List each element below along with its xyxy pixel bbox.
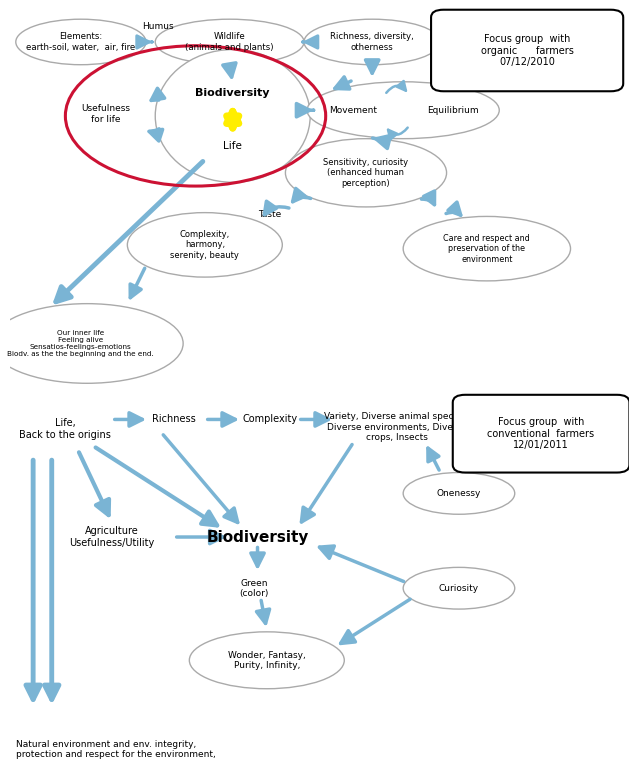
Text: Biodiversity: Biodiversity — [206, 529, 309, 544]
Text: Care and respect and
preservation of the
environment: Care and respect and preservation of the… — [443, 234, 530, 264]
Text: Natural environment and env. integrity,
protection and respect for the environme: Natural environment and env. integrity, … — [16, 740, 215, 759]
Ellipse shape — [307, 82, 499, 138]
Ellipse shape — [403, 217, 571, 281]
Text: Sensitivity, curiosity
(enhanced human
perception): Sensitivity, curiosity (enhanced human p… — [323, 158, 408, 188]
Text: Life: Life — [223, 142, 242, 151]
Ellipse shape — [189, 632, 344, 689]
FancyBboxPatch shape — [3, 387, 636, 774]
Text: Taste: Taste — [258, 210, 282, 219]
Text: Wildlife
(animals and plants): Wildlife (animals and plants) — [185, 32, 274, 52]
Text: Variety, Diverse animal species,
Diverse environments, Diverse
crops, Insects: Variety, Diverse animal species, Diverse… — [325, 412, 470, 442]
Text: Onenessy: Onenessy — [437, 489, 481, 498]
Text: Focus group  with
organic      farmers
07/12/2010: Focus group with organic farmers 07/12/2… — [481, 34, 574, 67]
Text: Curiosity: Curiosity — [439, 583, 479, 593]
Text: Complexity,
harmony,
serenity, beauty: Complexity, harmony, serenity, beauty — [171, 230, 239, 260]
Text: Movement: Movement — [330, 106, 378, 115]
Text: Humus: Humus — [142, 22, 174, 31]
Text: Complexity: Complexity — [242, 414, 298, 425]
Text: Biodiversity: Biodiversity — [196, 88, 270, 99]
Text: Focus group  with
conventional  farmers
12/01/2011: Focus group with conventional farmers 12… — [487, 418, 594, 450]
Text: Equilibrium: Equilibrium — [427, 106, 479, 115]
Text: Life,
Back to the origins: Life, Back to the origins — [19, 418, 111, 439]
Text: Elements:
earth-soil, water,  air, fire: Elements: earth-soil, water, air, fire — [26, 32, 135, 52]
Ellipse shape — [286, 138, 447, 207]
Ellipse shape — [403, 568, 515, 609]
Text: Our inner life
Feeling alive
Sensatios-feelings-emotions
Biodv. as the the begin: Our inner life Feeling alive Sensatios-f… — [8, 330, 154, 357]
Text: Usefulness
for life: Usefulness for life — [81, 104, 130, 124]
Ellipse shape — [16, 20, 146, 65]
FancyBboxPatch shape — [453, 395, 629, 472]
Text: Richness, diversity,
otherness: Richness, diversity, otherness — [330, 32, 414, 52]
Text: Richness: Richness — [152, 414, 196, 425]
Text: Agriculture
Usefulness/Utility: Agriculture Usefulness/Utility — [69, 526, 155, 548]
Ellipse shape — [155, 20, 304, 65]
Ellipse shape — [155, 49, 310, 182]
Ellipse shape — [403, 472, 515, 515]
Ellipse shape — [0, 303, 183, 383]
FancyBboxPatch shape — [3, 4, 636, 391]
Text: Green
(color): Green (color) — [240, 579, 269, 598]
Ellipse shape — [304, 20, 440, 65]
Ellipse shape — [127, 213, 282, 277]
FancyBboxPatch shape — [431, 9, 623, 91]
Text: Wonder, Fantasy,
Purity, Infinity,: Wonder, Fantasy, Purity, Infinity, — [228, 651, 305, 670]
